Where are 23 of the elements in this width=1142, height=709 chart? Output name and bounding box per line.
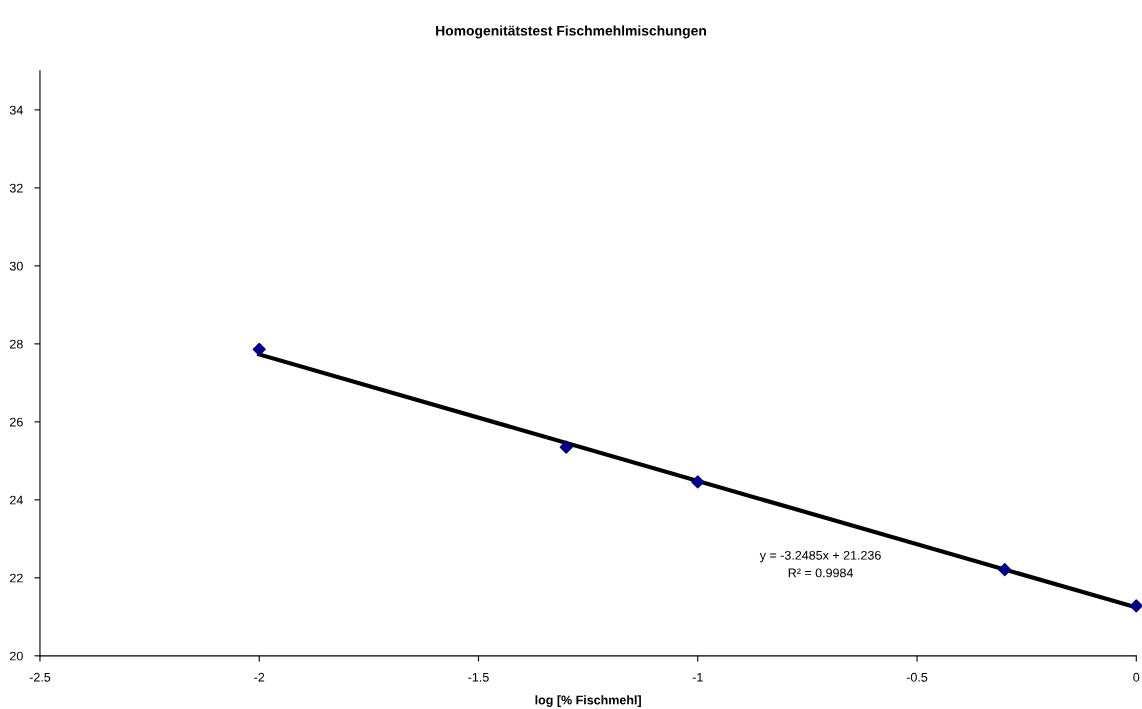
y-tick-label: 24	[10, 495, 23, 505]
x-tick-label: -2	[254, 672, 265, 682]
annotation: R² = 0.9984	[788, 568, 854, 578]
x-axis-title: log [% Fischmehl]	[535, 695, 641, 707]
chart-title: Homogenitätstest Fischmehlmischungen	[436, 25, 706, 39]
point	[252, 342, 266, 356]
x-tick-label: -0.5	[906, 672, 928, 682]
y-tick-label: 22	[10, 573, 23, 583]
y-tick-label: 34	[9, 105, 23, 115]
point	[691, 475, 705, 489]
x-tick-label: -1	[692, 672, 703, 682]
y-tick-label: 28	[10, 339, 23, 349]
y-tick-label: 20	[10, 651, 23, 661]
y-tick-label: 30	[9, 261, 23, 271]
y-tick-label: 32	[9, 183, 23, 193]
point	[1129, 599, 1142, 613]
point	[998, 563, 1012, 577]
y-tick-label: 26	[10, 417, 23, 427]
x-tick-label: 0	[1133, 672, 1140, 682]
x-tick-label: -1.5	[468, 672, 489, 682]
point	[559, 440, 573, 454]
annotation: y = -3.2485x + 21.236	[759, 550, 881, 563]
x-tick-label: -2.5	[29, 672, 51, 682]
